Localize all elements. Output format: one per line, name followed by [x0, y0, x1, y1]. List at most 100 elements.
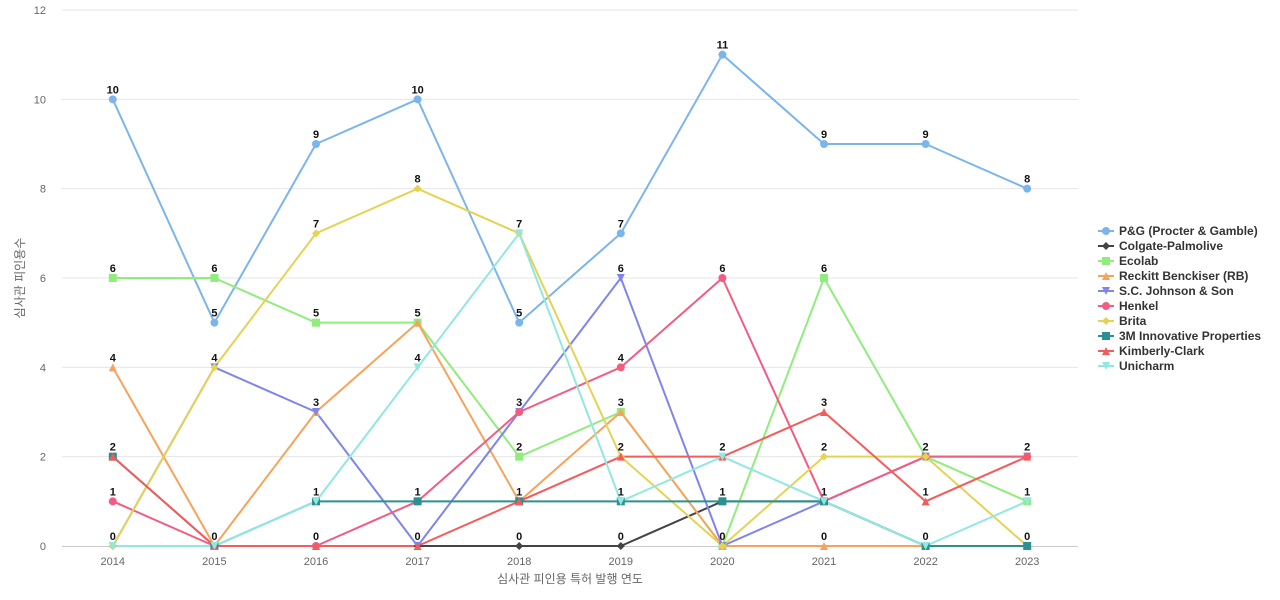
series-markers: [108, 50, 1032, 550]
data-point: [921, 542, 930, 550]
data-label: 1: [313, 486, 319, 498]
legend-swatch: [1098, 271, 1114, 280]
legend: P&G (Procter & Gamble) Colgate-Palmolive E…: [1098, 223, 1261, 373]
y-axis-title: 심사관 피인용수: [13, 238, 27, 319]
data-point: [515, 497, 524, 506]
data-label: 10: [107, 84, 119, 96]
data-point: [718, 274, 727, 282]
data-point: [108, 452, 117, 461]
legend-item[interactable]: Ecolab: [1098, 253, 1261, 268]
data-point: [921, 452, 930, 461]
data-label: 0: [618, 531, 624, 543]
data-point: [413, 497, 422, 506]
data-label: 1: [516, 486, 522, 498]
data-label: 6: [110, 263, 116, 275]
data-point: [515, 452, 524, 461]
legend-swatch: [1098, 241, 1114, 250]
data-point: [718, 452, 727, 461]
legend-item[interactable]: S.C. Johnson & Son: [1098, 283, 1261, 298]
series-line: [111, 53, 1028, 324]
legend-item[interactable]: 3M Innovative Properties: [1098, 328, 1261, 343]
data-point: [820, 140, 828, 148]
legend-label: 3M Innovative Properties: [1119, 328, 1262, 343]
legend-item[interactable]: Unicharm: [1098, 358, 1261, 373]
data-label: 1: [821, 486, 827, 498]
series-line: [112, 277, 1028, 547]
x-tick-label: 2015: [202, 556, 226, 568]
data-point: [515, 229, 524, 238]
data-point: [616, 229, 625, 238]
legend-item[interactable]: Colgate-Palmolive: [1098, 238, 1261, 253]
data-label: 2: [923, 442, 929, 454]
data-point: [312, 408, 320, 416]
data-label: 3: [313, 397, 319, 409]
data-point: [515, 542, 524, 550]
legend-swatch: [1098, 361, 1114, 370]
y-axis-ticks: 0 2 4 6 8 10 12: [34, 5, 46, 553]
data-label: 1: [110, 486, 116, 498]
legend-swatch-marker: [1102, 346, 1110, 355]
x-tick-label: 2016: [304, 556, 328, 568]
data-label: 8: [1024, 174, 1030, 186]
data-label: 0: [719, 531, 725, 543]
data-labels: 1064210564097531010854107532107643210116…: [107, 40, 1031, 543]
x-tick-label: 2023: [1015, 556, 1039, 568]
data-label: 1: [719, 486, 725, 498]
data-label: 0: [211, 531, 217, 543]
data-point: [718, 50, 727, 59]
x-tick-label: 2018: [507, 556, 531, 568]
data-point: [820, 497, 828, 506]
y-tick-label: 10: [34, 94, 46, 106]
data-label: 5: [516, 308, 522, 320]
x-tick-label: 2022: [913, 556, 937, 568]
x-tick-label: 2019: [609, 556, 633, 568]
legend-swatch-marker: [1102, 226, 1110, 235]
data-label: 0: [110, 531, 116, 543]
data-point: [921, 497, 930, 506]
legend-item[interactable]: P&G (Procter & Gamble): [1098, 223, 1261, 238]
legend-label: Colgate-Palmolive: [1119, 238, 1224, 253]
legend-swatch: [1098, 316, 1114, 325]
legend-swatch: [1098, 226, 1114, 235]
data-label: 10: [411, 84, 423, 96]
data-point: [616, 363, 625, 372]
legend-item[interactable]: Brita: [1098, 313, 1261, 328]
data-label: 2: [618, 442, 624, 454]
legend-item[interactable]: Kimberly-Clark: [1098, 343, 1261, 358]
data-label: 3: [516, 397, 522, 409]
legend-swatch-marker: [1102, 361, 1110, 370]
data-label: 7: [516, 218, 522, 230]
data-label: 5: [415, 308, 421, 320]
legend-swatch-marker: [1102, 316, 1110, 325]
series-lines: [111, 53, 1028, 547]
x-tick-label: 2014: [101, 556, 125, 568]
y-tick-label: 6: [40, 273, 46, 285]
data-label: 0: [1024, 531, 1030, 543]
data-label: 4: [110, 352, 117, 364]
data-point: [108, 95, 117, 104]
legend-item[interactable]: Henkel: [1098, 298, 1261, 313]
data-label: 1: [618, 486, 624, 498]
data-label: 2: [516, 442, 522, 454]
data-point: [515, 318, 524, 327]
data-point: [108, 363, 117, 372]
data-label: 5: [313, 308, 319, 320]
legend-swatch-marker: [1102, 286, 1110, 295]
data-point: [1023, 497, 1032, 506]
data-point: [616, 408, 625, 416]
legend-label: Brita: [1119, 313, 1147, 328]
data-label: 0: [516, 531, 522, 543]
legend-item[interactable]: Reckitt Benckiser (RB): [1098, 268, 1261, 283]
legend-swatch-marker: [1102, 256, 1110, 265]
data-label: 7: [313, 218, 319, 230]
legend-label: Kimberly-Clark: [1119, 343, 1205, 358]
data-point: [820, 408, 828, 416]
data-label: 0: [313, 531, 319, 543]
data-point: [210, 363, 219, 372]
data-point: [413, 542, 422, 550]
legend-swatch: [1098, 256, 1114, 265]
legend-label: P&G (Procter & Gamble): [1119, 223, 1258, 238]
data-label: 0: [821, 531, 827, 543]
legend-label: Henkel: [1119, 298, 1159, 313]
